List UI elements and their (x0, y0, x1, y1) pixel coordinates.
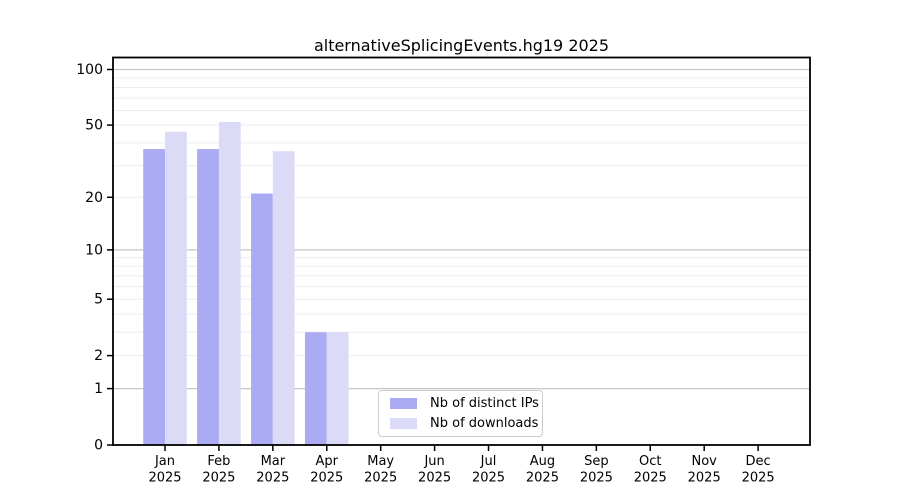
y-tick-label: 50 (85, 118, 103, 134)
x-tick-label-month: Nov (692, 454, 718, 469)
x-tick-label-year: 2025 (634, 471, 667, 486)
x-tick-label-year: 2025 (526, 471, 559, 486)
x-tick-label-month: Sep (584, 454, 609, 469)
x-tick-label-year: 2025 (742, 471, 775, 486)
bar-apr-distinct-ips (304, 332, 327, 445)
x-tick-label-year: 2025 (688, 471, 721, 486)
legend-label-distinct-ips: Nb of distinct IPs (430, 396, 539, 411)
x-tick-label-month: Feb (207, 454, 230, 469)
x-tick-label-year: 2025 (580, 471, 613, 486)
bar-jan-downloads (165, 131, 187, 445)
x-tick-label-year: 2025 (472, 471, 505, 486)
plot-frame (112, 56, 811, 446)
x-tick-label-month: Jan (154, 454, 175, 469)
legend-swatch-downloads (390, 418, 417, 429)
legend-item-downloads: Nb of downloads (390, 416, 542, 431)
y-tick-label: 0 (94, 438, 103, 454)
x-tick-label-year: 2025 (148, 471, 181, 486)
x-tick-label-month: Aug (530, 454, 555, 469)
x-tick-label-month: Oct (639, 454, 661, 469)
x-tick-label-year: 2025 (418, 471, 451, 486)
legend: Nb of distinct IPs Nb of downloads (378, 390, 543, 437)
legend-swatch-distinct-ips (390, 398, 417, 409)
bar-apr-downloads (326, 332, 349, 445)
x-tick-label-month: Mar (261, 454, 286, 469)
x-tick-label-month: Jul (480, 454, 497, 469)
x-tick-label-year: 2025 (310, 471, 343, 486)
y-tick-label: 1 (94, 381, 103, 397)
x-tick-label-month: Apr (316, 454, 339, 469)
y-tick-label: 100 (76, 62, 103, 78)
bar-feb-downloads (218, 121, 241, 445)
y-tick-label: 5 (94, 292, 103, 308)
x-tick-label-month: Dec (746, 454, 771, 469)
bar-feb-distinct-ips (197, 149, 219, 446)
bar-jan-distinct-ips (143, 149, 165, 446)
legend-label-downloads: Nb of downloads (430, 416, 539, 431)
x-tick-label-month: Jun (423, 454, 444, 469)
bar-mar-downloads (272, 151, 295, 445)
x-tick-label-year: 2025 (256, 471, 289, 486)
bar-mar-distinct-ips (251, 193, 273, 445)
x-tick-label-month: May (367, 454, 394, 469)
x-tick-label-year: 2025 (364, 471, 397, 486)
y-tick-label: 10 (85, 242, 103, 258)
legend-item-distinct-ips: Nb of distinct IPs (390, 396, 542, 411)
y-tick-label: 20 (85, 190, 103, 206)
chart-title: alternativeSplicingEvents.hg19 2025 (313, 36, 610, 55)
x-tick-label-year: 2025 (202, 471, 235, 486)
y-tick-label: 2 (94, 348, 103, 364)
